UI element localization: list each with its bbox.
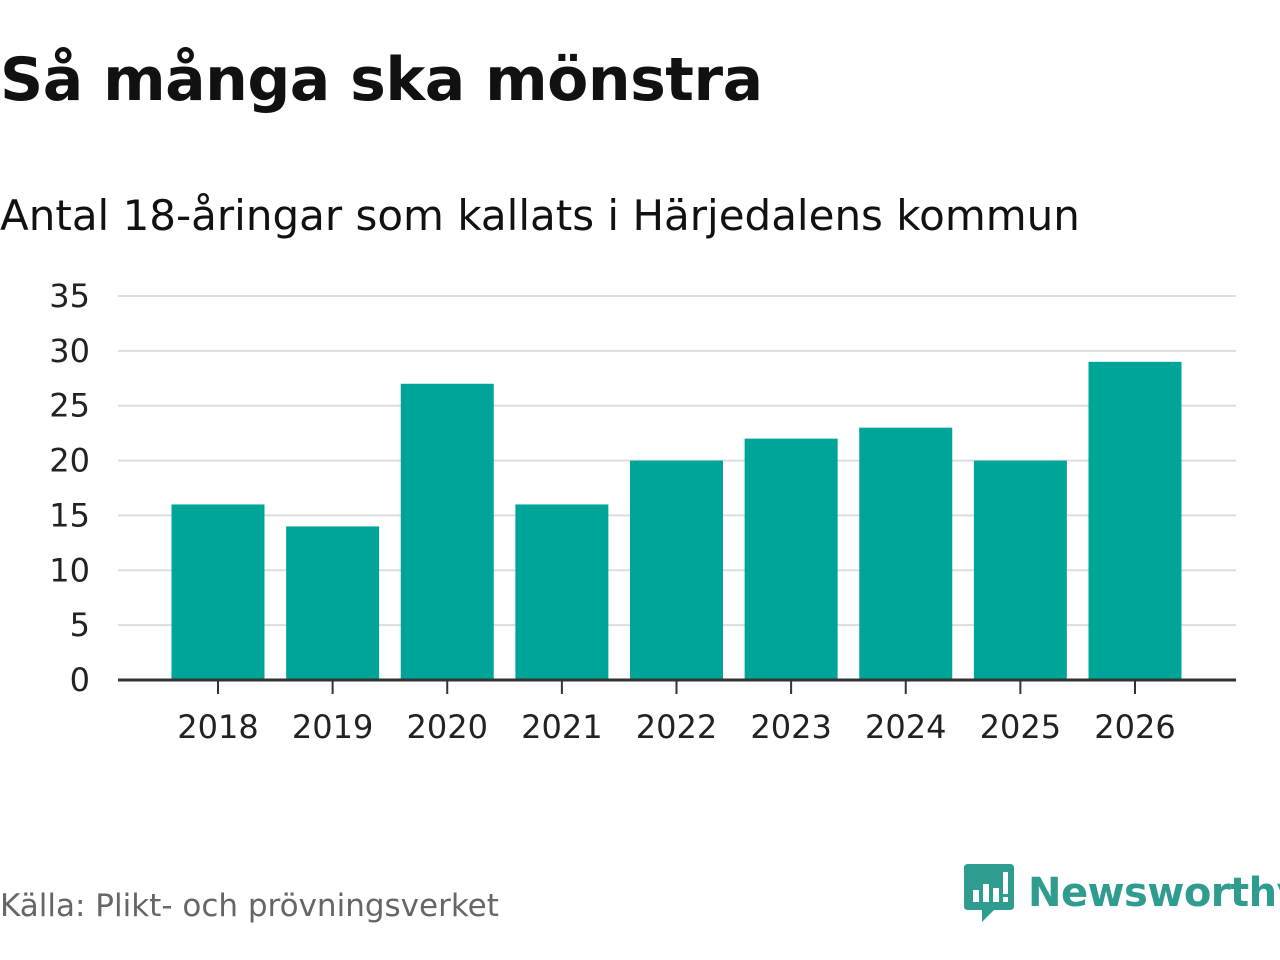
- x-tick-label: 2026: [1094, 708, 1175, 746]
- bar-2024: [859, 427, 953, 680]
- x-tick-label: 2018: [177, 708, 258, 746]
- y-tick-label: 0: [70, 661, 90, 699]
- bar-2022: [630, 460, 723, 680]
- brand-name: Newsworthy: [1028, 870, 1280, 916]
- bar-2018: [171, 504, 265, 680]
- y-tick-label: 10: [49, 551, 90, 589]
- brand-logo: Newsworthy: [964, 862, 1280, 924]
- x-tick-label: 2023: [750, 708, 831, 746]
- y-tick-label: 30: [49, 332, 90, 370]
- y-tick-label: 5: [70, 606, 90, 644]
- bar-2026: [1088, 361, 1182, 680]
- bar-2021: [515, 504, 609, 680]
- y-tick-label: 20: [49, 442, 90, 480]
- x-tick-label: 2021: [521, 708, 602, 746]
- bar-2020: [400, 383, 494, 680]
- x-tick-label: 2022: [636, 708, 717, 746]
- x-tick-label: 2025: [980, 708, 1061, 746]
- source-note: Källa: Plikt- och prövningsverket: [0, 888, 499, 924]
- chart-subtitle: Antal 18-åringar som kallats i Härjedale…: [0, 191, 1080, 240]
- newsworthy-logo-icon: [964, 864, 1014, 922]
- bar-2019: [286, 526, 380, 680]
- x-tick-label: 2019: [292, 708, 373, 746]
- chart-title: Så många ska mönstra: [0, 45, 763, 115]
- y-axis-tick-labels: 0 5 10 15 20 25 30 35: [49, 277, 90, 699]
- y-tick-label: 35: [49, 277, 90, 315]
- x-tick-label: 2020: [407, 708, 488, 746]
- x-tick-label: 2024: [865, 708, 946, 746]
- bar-2023: [744, 438, 838, 680]
- y-tick-label: 25: [49, 387, 90, 425]
- bar-2025: [973, 460, 1067, 680]
- y-tick-label: 15: [49, 496, 90, 534]
- x-axis-ticks: 2018 2019 2020 2021 2022 2023 2024 2025 2026: [177, 680, 1176, 746]
- bars: [171, 361, 1182, 680]
